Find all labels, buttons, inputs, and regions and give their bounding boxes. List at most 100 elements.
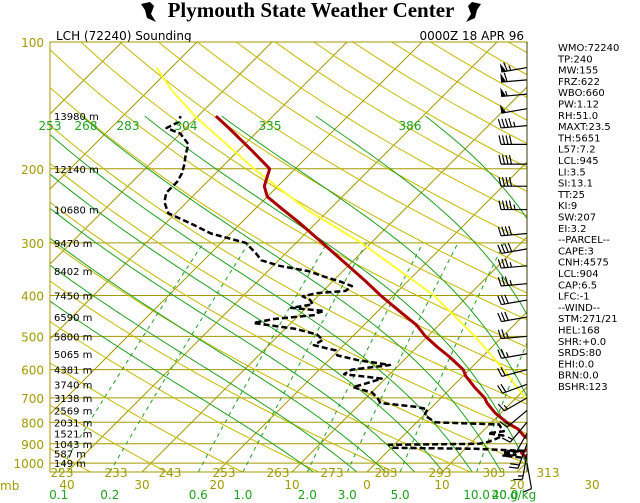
theta-bottom-label: 273	[321, 466, 344, 480]
index-entry: TT:25	[557, 190, 585, 201]
index-entry: EI:3.2	[558, 224, 587, 235]
isotherm	[50, 42, 423, 415]
mixing-ratio-tick-label: 20.0	[492, 488, 519, 502]
barb-full	[504, 226, 509, 236]
barb-full	[508, 225, 513, 236]
index-entry: PW:1.12	[558, 100, 599, 111]
wind-barb	[498, 135, 527, 145]
height-label: 4381 m	[54, 366, 92, 377]
moist-adiabat	[50, 264, 358, 472]
isotherm	[0, 42, 47, 472]
index-entry: LCL:945	[558, 156, 599, 167]
height-label: 6590 m	[54, 313, 92, 324]
index-entry: KI:9	[558, 201, 577, 212]
height-label: 1043 m	[54, 440, 92, 451]
mixing-ratio-line	[399, 242, 505, 472]
isotherm	[141, 86, 527, 472]
index-entry: STM:271/21	[558, 314, 618, 325]
index-entry: CNH:4575	[558, 258, 609, 269]
barb-full	[522, 488, 532, 493]
mixing-ratio-tick-label: 0.2	[100, 488, 119, 502]
isotherm	[216, 161, 527, 472]
barb-full	[504, 311, 509, 321]
mixing-ratio-tick-label: 5.0	[391, 488, 410, 502]
theta-e-label: 386	[399, 119, 422, 133]
pressure-tick-label: 300	[21, 237, 44, 251]
isotherm	[50, 42, 273, 265]
pressure-tick-label: 400	[21, 290, 44, 304]
barb-shaft	[501, 232, 528, 237]
moist-adiabat	[81, 115, 502, 472]
barb-half	[505, 421, 511, 426]
index-entry: WBO:660	[558, 88, 605, 99]
barb-shaft	[502, 383, 528, 394]
index-entry: SHR:+0.0	[558, 337, 606, 348]
pressure-tick-label: 600	[21, 364, 44, 378]
isotherm	[50, 42, 348, 340]
pressure-tick-label: 800	[21, 416, 44, 430]
index-entry: CAP:6.5	[558, 280, 597, 291]
wind-barb	[497, 225, 528, 237]
index-entry: BSHR:123	[558, 382, 608, 393]
barb-half	[506, 332, 509, 339]
barb-full	[505, 135, 509, 145]
temperature-tick-label: 10	[434, 478, 449, 492]
barb-full	[497, 403, 505, 412]
barb-full	[510, 463, 520, 466]
wind-barb	[508, 443, 528, 469]
barb-shaft	[501, 353, 528, 359]
wind-barb-column	[497, 42, 533, 493]
index-entry: --WIND--	[558, 303, 600, 314]
barb-full	[497, 367, 503, 377]
barb-full	[501, 258, 506, 268]
barb-full	[508, 135, 513, 145]
index-entry: --PARCEL--	[558, 235, 610, 246]
height-label: 149 m	[54, 459, 86, 470]
index-entry: SI:13.1	[558, 179, 593, 190]
left-flag-icon	[141, 2, 156, 22]
isotherm	[366, 311, 527, 472]
barb-full	[501, 276, 506, 286]
barb-full	[504, 276, 509, 286]
barb-full	[498, 154, 502, 165]
barb-full	[501, 437, 511, 443]
theta-e-label: 335	[259, 119, 282, 133]
wind-barb	[501, 421, 528, 443]
barb-full	[500, 383, 507, 393]
index-entry: HEL:168	[558, 326, 600, 337]
barb-full	[497, 385, 504, 394]
barb-full	[505, 177, 509, 187]
barb-full	[501, 200, 506, 210]
index-entry: L57:7.2	[558, 145, 596, 156]
temperature-tick-label: 20	[509, 478, 524, 492]
barb-full	[497, 329, 502, 339]
wind-barb	[497, 329, 528, 340]
isotherm	[66, 42, 498, 472]
barb-half	[513, 204, 516, 210]
height-label: 13980 m	[54, 112, 99, 123]
index-entry: FRZ:622	[558, 77, 600, 88]
barb-shaft	[521, 453, 528, 480]
barb-shaft	[506, 410, 528, 428]
theta-bottom-label: 303	[483, 466, 506, 480]
mixing-ratio-tick-label: 40.0	[492, 488, 519, 502]
barb-full	[507, 242, 513, 252]
mixing-ratio-tick-label: 0.6	[189, 488, 208, 502]
dry-adiabat	[158, 42, 527, 268]
height-label: 12140 m	[54, 165, 99, 176]
barb-half	[513, 121, 516, 127]
mixing-ratio-tick-label: 10.0	[463, 488, 490, 502]
barb-full	[497, 118, 502, 129]
barb-full	[505, 452, 515, 457]
barb-full	[501, 154, 506, 165]
pressure-tick-label: 700	[21, 392, 44, 406]
barb-full	[497, 226, 502, 236]
barb-half	[507, 436, 513, 441]
barb-shaft	[504, 397, 528, 412]
index-entry: SW:207	[558, 213, 596, 224]
theta-bottom-label: 283	[375, 466, 398, 480]
index-entry: TH:5651	[557, 133, 600, 144]
barb-full	[501, 177, 506, 187]
barb-full	[499, 421, 508, 428]
barb-full	[498, 135, 502, 145]
